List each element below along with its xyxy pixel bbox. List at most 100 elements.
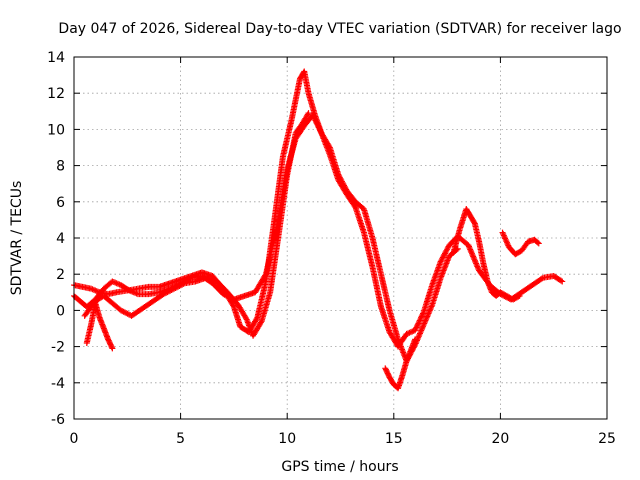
series-track-7 (499, 229, 542, 258)
data-point (117, 307, 124, 314)
data-point (165, 288, 172, 295)
x-tick-label: 5 (176, 431, 185, 447)
data-point (538, 275, 545, 282)
data-point (415, 320, 422, 327)
data-points (71, 68, 566, 392)
data-point (313, 120, 320, 127)
data-point (313, 118, 320, 125)
data-point (173, 284, 180, 291)
y-tick-label: 12 (47, 86, 65, 102)
data-point (175, 283, 182, 290)
data-point (167, 287, 174, 294)
data-point (326, 143, 333, 150)
x-tick-label: 15 (385, 431, 403, 447)
data-point (419, 311, 426, 318)
x-axis-label: GPS time / hours (281, 459, 398, 475)
data-point (164, 289, 171, 296)
data-point (516, 292, 523, 299)
data-point (119, 308, 126, 315)
x-tick-label: 10 (278, 431, 296, 447)
data-point (257, 319, 264, 326)
data-point (558, 277, 565, 284)
data-point (559, 278, 566, 285)
data-point (169, 286, 176, 293)
data-point (418, 314, 425, 321)
data-point (414, 321, 421, 328)
series-track-4 (83, 300, 116, 352)
data-point (309, 111, 316, 118)
series-track-1 (71, 68, 566, 350)
data-point (416, 318, 423, 325)
series-track-3 (81, 110, 312, 339)
data-point (412, 325, 419, 332)
series-track-5 (382, 336, 419, 392)
data-point (535, 240, 542, 247)
data-point (351, 202, 358, 209)
data-point (304, 111, 311, 118)
data-point (316, 125, 323, 132)
x-tick-label: 25 (598, 431, 616, 447)
data-point (177, 282, 184, 289)
y-tick-label: 0 (56, 303, 65, 319)
data-point (160, 291, 167, 298)
data-point (163, 289, 170, 296)
chart-title: Day 047 of 2026, Sidereal Day-to-day VTE… (58, 21, 621, 37)
data-point (419, 310, 426, 317)
data-point (242, 315, 249, 322)
data-point (121, 309, 128, 316)
y-tick-label: 4 (56, 231, 65, 247)
grid (74, 57, 607, 419)
data-point (412, 327, 419, 334)
data-point (108, 344, 115, 351)
data-point (314, 121, 321, 128)
data-point (171, 285, 178, 292)
data-point (253, 315, 260, 322)
data-point (315, 123, 322, 130)
data-point (180, 280, 187, 287)
data-point (311, 114, 318, 121)
data-point (310, 113, 317, 120)
y-axis-label: SDTVAR / TECUs (9, 181, 25, 296)
data-point (416, 317, 423, 324)
y-tick-label: 14 (47, 50, 65, 66)
x-tick-label: 0 (70, 431, 79, 447)
data-point (471, 219, 478, 226)
y-tick-label: -4 (51, 376, 65, 392)
y-tick-label: -6 (51, 412, 65, 428)
data-point (176, 282, 183, 289)
data-point (412, 336, 419, 343)
y-tick-label: 10 (47, 122, 65, 138)
x-tick-label: 20 (491, 431, 509, 447)
data-point (109, 345, 116, 352)
data-point (311, 116, 318, 123)
data-point (168, 287, 175, 294)
data-point (418, 313, 425, 320)
series-track-6 (450, 206, 523, 303)
data-point (185, 276, 192, 283)
data-point (414, 323, 421, 330)
data-point (317, 127, 323, 134)
data-point (515, 293, 522, 300)
y-tick-label: 6 (56, 195, 65, 211)
y-tick-label: -2 (51, 340, 65, 356)
data-point (312, 117, 319, 124)
data-point (417, 316, 424, 323)
data-point (124, 310, 131, 317)
y-tick-label: 8 (56, 159, 65, 175)
data-point (123, 310, 130, 317)
data-point (534, 239, 541, 246)
data-point (305, 110, 312, 117)
data-point (220, 291, 227, 298)
data-point (172, 285, 179, 292)
data-point (125, 286, 132, 293)
data-point (413, 324, 420, 331)
data-point (161, 290, 168, 297)
data-point (179, 281, 186, 288)
axes: 0 5 10 15 20 25 -6 -4 -2 0 2 4 6 8 10 12 14 (47, 50, 616, 447)
data-point (262, 272, 269, 279)
y-tick-label: 2 (56, 267, 65, 283)
data-point (120, 308, 127, 315)
data-point (315, 124, 322, 131)
